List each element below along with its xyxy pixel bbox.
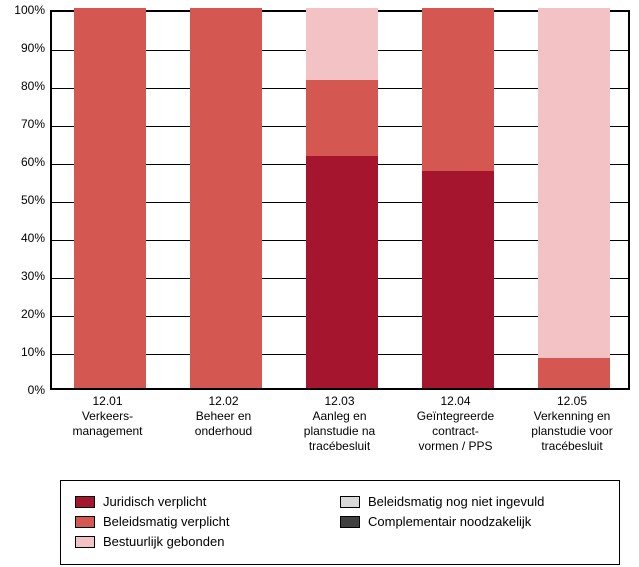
legend-swatch [75, 496, 95, 508]
bar-segment [190, 8, 262, 388]
bar-group [306, 12, 378, 388]
bar-segment [306, 8, 378, 80]
bar-group [190, 12, 262, 388]
x-tick-label: 12.05 Verkenning en planstudie voor trac… [510, 394, 634, 454]
bar-segment [306, 80, 378, 156]
y-tick-label: 80% [0, 79, 45, 93]
x-tick-label: 12.02 Beheer en onderhoud [166, 394, 281, 439]
x-tick-label: 12.01 Verkeers- management [50, 394, 165, 439]
x-tick-label: 12.03 Aanleg en planstudie na tracébeslu… [282, 394, 397, 454]
legend-item: Juridisch verplicht [75, 493, 340, 511]
y-tick-label: 100% [0, 3, 45, 17]
legend-column: Beleidsmatig nog niet ingevuld Complement… [340, 491, 605, 554]
legend-label: Bestuurlijk gebonden [103, 533, 224, 551]
y-tick-label: 60% [0, 155, 45, 169]
legend-item: Bestuurlijk gebonden [75, 533, 340, 551]
legend-label: Beleidsmatig verplicht [103, 513, 229, 531]
y-tick-label: 0% [0, 383, 45, 397]
bar-group [538, 12, 610, 388]
legend-item: Complementair noodzakelijk [340, 513, 605, 531]
legend-swatch [340, 496, 360, 508]
y-tick-label: 20% [0, 307, 45, 321]
legend-item: Beleidsmatig verplicht [75, 513, 340, 531]
bar-segment [422, 171, 494, 388]
y-tick-label: 10% [0, 345, 45, 359]
bar-segment [306, 156, 378, 388]
x-tick-label: 12.04 Geïntegreerde contract- vormen / P… [398, 394, 513, 454]
legend-swatch [75, 536, 95, 548]
bar-segment [538, 358, 610, 388]
y-tick-label: 50% [0, 193, 45, 207]
stacked-bar-chart: 0% 10% 20% 30% 40% 50% 60% 70% 80% 90% 100% 12.01 … [0, 0, 639, 460]
bar-group [422, 12, 494, 388]
bars-container [52, 12, 628, 388]
legend-label: Complementair noodzakelijk [368, 513, 531, 531]
y-tick-label: 90% [0, 41, 45, 55]
legend-label: Juridisch verplicht [103, 493, 206, 511]
bar-group [74, 12, 146, 388]
legend-swatch [75, 516, 95, 528]
bar-segment [74, 8, 146, 388]
y-tick-label: 30% [0, 269, 45, 283]
legend-item: Beleidsmatig nog niet ingevuld [340, 493, 605, 511]
legend-swatch [340, 516, 360, 528]
y-tick-label: 70% [0, 117, 45, 131]
y-tick-label: 40% [0, 231, 45, 245]
legend-column: Juridisch verplicht Beleidsmatig verplich… [75, 491, 340, 554]
legend-label: Beleidsmatig nog niet ingevuld [368, 493, 544, 511]
legend: Juridisch verplicht Beleidsmatig verplich… [60, 480, 620, 565]
bar-segment [538, 8, 610, 358]
bar-segment [422, 8, 494, 171]
plot-area [50, 10, 630, 390]
